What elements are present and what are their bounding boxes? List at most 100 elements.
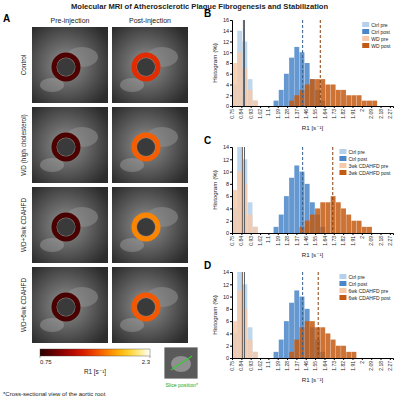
y-tick: 14 xyxy=(223,28,232,34)
y-tick-label: 14 xyxy=(223,269,229,275)
legend-label: Ctrl pre xyxy=(371,22,388,28)
mean-line xyxy=(318,272,319,358)
x-tick: 1.73 xyxy=(331,358,337,371)
y-tick: 8 xyxy=(226,306,232,312)
histogram-bar xyxy=(258,233,263,234)
histogram-bar xyxy=(357,95,362,106)
x-tick-mark xyxy=(306,106,307,108)
x-tick-label: 2.09 xyxy=(368,361,374,371)
y-tick: 4 xyxy=(226,82,232,88)
y-tick: 0 xyxy=(226,103,232,109)
histogram-bar xyxy=(336,90,341,106)
histogram-bar xyxy=(258,106,263,107)
mri-image xyxy=(32,27,108,103)
y-tick: 12 xyxy=(223,282,232,288)
series xyxy=(274,165,326,233)
histogram-bar xyxy=(320,327,325,358)
histogram-bar xyxy=(336,202,341,233)
histogram-bar xyxy=(341,346,346,358)
aortic-lumen xyxy=(57,218,75,236)
axis-line xyxy=(230,273,233,359)
x-tick: 1.82 xyxy=(340,106,346,119)
histogram-bar xyxy=(346,95,351,106)
histogram-bar xyxy=(331,340,336,358)
histogram-bar xyxy=(237,106,242,107)
row-label: Control xyxy=(20,55,27,76)
aortic-lumen xyxy=(57,58,75,76)
y-tick-label: 6 xyxy=(226,71,229,77)
histogram-bar xyxy=(258,358,263,359)
histogram-bar xyxy=(305,63,310,106)
histogram-bar xyxy=(367,358,372,359)
axis-line xyxy=(233,107,394,109)
x-tick: 0.75 xyxy=(229,106,235,119)
x-tick: 1.73 xyxy=(331,106,337,119)
histogram-bar xyxy=(279,215,284,233)
y-tick-mark xyxy=(230,221,232,222)
legend-swatch xyxy=(339,170,346,175)
histogram-bar xyxy=(372,233,377,234)
histogram-bar xyxy=(289,303,294,358)
histogram-bar xyxy=(248,233,253,234)
x-tick-mark xyxy=(334,233,335,235)
x-tick-label: 1.55 xyxy=(312,236,318,246)
x-tick-label: 1.28 xyxy=(284,236,290,246)
x-tick: 1.02 xyxy=(257,358,263,371)
histogram-bar xyxy=(263,358,268,359)
x-tick-mark xyxy=(287,106,288,108)
y-tick-label: 6 xyxy=(226,318,229,324)
legend: Ctrl preCtrl post3wk CDAHFD pre3wk CDAHF… xyxy=(339,149,391,176)
legend-label: WD pre xyxy=(371,36,388,42)
mean-line xyxy=(332,147,333,233)
histogram-bar xyxy=(284,196,289,233)
x-tick-mark xyxy=(287,233,288,235)
histogram-bar xyxy=(372,233,377,234)
x-tick: 2.18 xyxy=(378,106,384,119)
x-tick: 1.55 xyxy=(312,358,318,371)
x-tick-mark xyxy=(241,358,242,360)
histogram-bar xyxy=(274,227,279,233)
x-axis: 0.750.840.931.021.11.191.281.371.461.551… xyxy=(229,358,393,371)
y-tick-mark xyxy=(230,358,232,359)
x-tick-label: 2.18 xyxy=(378,361,384,371)
histogram-bar xyxy=(263,106,268,107)
histogram-bar xyxy=(377,233,382,234)
histogram-bar xyxy=(284,321,289,358)
histogram-bar xyxy=(289,58,294,106)
x-tick-mark xyxy=(343,233,344,235)
histogram-bar xyxy=(305,309,310,358)
x-tick-mark xyxy=(371,233,372,235)
histogram-bar xyxy=(268,233,273,234)
aortic-lumen xyxy=(57,298,75,316)
r1-ring xyxy=(54,295,78,319)
x-tick-mark xyxy=(315,233,316,235)
histogram-bar xyxy=(362,358,367,359)
x-axis-title: R1 [s⁻¹] xyxy=(302,124,324,131)
mri-image xyxy=(32,267,108,343)
y-tick-mark xyxy=(230,184,232,185)
inset-slice xyxy=(171,356,192,370)
aortic-lumen xyxy=(137,298,155,316)
histogram-bar xyxy=(300,172,305,233)
colorbar-tick xyxy=(40,356,41,358)
y-tick: 6 xyxy=(226,193,232,199)
histogram-bar xyxy=(253,101,258,106)
histogram-bar xyxy=(274,101,279,106)
x-tick: 2 xyxy=(359,106,365,112)
x-tick-mark xyxy=(268,106,269,108)
y-tick: 12 xyxy=(223,157,232,163)
y-tick-label: 14 xyxy=(223,28,229,34)
x-tick-label: 1.73 xyxy=(331,361,337,371)
x-tick: 1.02 xyxy=(257,106,263,119)
x-tick-label: 1.28 xyxy=(284,361,290,371)
legend-swatch xyxy=(339,149,346,154)
x-tick-mark xyxy=(381,358,382,360)
histogram-bar xyxy=(315,208,320,233)
histogram-bar xyxy=(320,202,325,233)
histogram-bar xyxy=(248,327,253,358)
x-tick: 1.55 xyxy=(312,233,318,246)
x-tick: 1.1 xyxy=(265,358,271,368)
histogram-bar xyxy=(263,106,268,107)
histogram-bar xyxy=(372,358,377,359)
y-axis: 02468101214 xyxy=(223,269,233,361)
